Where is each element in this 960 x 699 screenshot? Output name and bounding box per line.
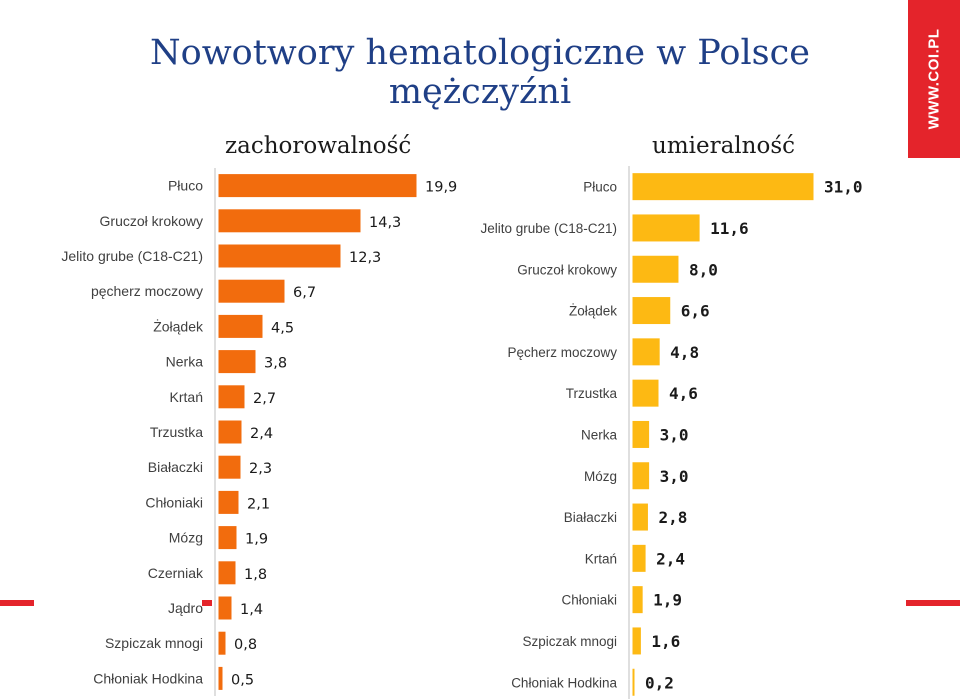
incidence-value-label: 14,3 [369, 215, 401, 231]
incidence-bar [217, 665, 224, 691]
incidence-bar [217, 560, 237, 586]
incidence-bar [217, 349, 257, 375]
mortality-bar [631, 213, 701, 243]
incidence-bar [217, 525, 238, 551]
mortality-value-label: 31,0 [824, 178, 863, 197]
mortality-value-label: 1,6 [651, 632, 680, 651]
incidence-bar [217, 208, 362, 234]
mortality-category-label: Mózg [584, 469, 617, 484]
incidence-value-label: 1,8 [244, 567, 267, 583]
incidence-bar [217, 419, 243, 445]
mortality-value-label: 3,0 [660, 467, 689, 486]
incidence-bar [217, 278, 286, 304]
mortality-bar [631, 419, 651, 449]
incidence-category-label: Krtań [170, 389, 203, 405]
mortality-value-label: 0,2 [645, 673, 674, 692]
incidence-category-label: Białaczki [148, 459, 203, 475]
mortality-value-label: 3,0 [660, 425, 689, 444]
incidence-bar [217, 243, 342, 269]
decorative-stripe-left [0, 600, 34, 606]
incidence-bar [217, 173, 418, 199]
mortality-value-label: 8,0 [689, 260, 718, 279]
mortality-bar [631, 502, 649, 532]
incidence-category-label: Trzustka [150, 424, 203, 440]
incidence-category-label: Chłoniak Hodkina [93, 670, 203, 686]
mortality-value-label: 2,4 [656, 549, 685, 568]
mortality-category-label: Krtań [585, 551, 617, 566]
mortality-bar [631, 296, 672, 326]
mortality-chart: Płuco 31,0 Jelito grube (C18-C21) 11,6 Grucz… [480, 166, 863, 699]
incidence-value-label: 19,9 [425, 180, 457, 196]
mortality-bar [631, 378, 660, 408]
incidence-category-label: Mózg [169, 530, 203, 546]
incidence-value-label: 12,3 [349, 250, 381, 266]
chart-title-line1: Nowotwory hematologiczne w Polsce [150, 33, 810, 73]
mortality-value-label: 1,9 [653, 591, 682, 610]
incidence-chart: Płuco 19,9 Gruczoł krokowy 14,3 Jelito grube… [61, 168, 457, 696]
incidence-bar [217, 384, 246, 410]
incidence-value-label: 0,8 [234, 637, 257, 653]
incidence-category-label: pęcherz moczowy [91, 283, 203, 299]
incidence-value-label: 3,8 [264, 356, 287, 372]
incidence-bar [217, 595, 233, 621]
mortality-value-label: 4,6 [669, 384, 698, 403]
incidence-category-label: Jądro [168, 600, 203, 616]
mortality-category-label: Trzustka [566, 386, 618, 401]
chart-title-line2: mężczyźni [388, 72, 572, 112]
incidence-category-label: Nerka [166, 354, 204, 370]
mortality-bar [631, 461, 651, 491]
incidence-category-label: Chłoniaki [145, 494, 203, 510]
incidence-value-label: 0,5 [231, 672, 254, 688]
mortality-category-label: Nerka [581, 427, 618, 442]
watermark-ribbon[interactable]: WWW.COI.PL [908, 0, 960, 158]
decorative-stripe-right [906, 600, 960, 606]
incidence-category-label: Żołądek [153, 317, 204, 334]
mortality-bar [631, 337, 661, 367]
mortality-value-label: 4,8 [670, 343, 699, 362]
incidence-category-label: Jelito grube (C18-C21) [61, 248, 203, 264]
incidence-bar [217, 489, 240, 515]
mortality-category-label: Białaczki [564, 510, 617, 525]
mortality-category-label: Pęcherz moczowy [507, 345, 617, 360]
incidence-value-label: 1,9 [245, 532, 268, 548]
mortality-bar [631, 254, 680, 284]
incidence-value-label: 6,7 [293, 285, 316, 301]
incidence-bar [217, 454, 242, 480]
mortality-bar [631, 543, 647, 573]
mortality-category-label: Jelito grube (C18-C21) [480, 221, 617, 236]
incidence-value-label: 2,7 [253, 391, 276, 407]
mortality-value-label: 2,8 [658, 508, 687, 527]
incidence-category-label: Płuco [168, 178, 203, 194]
mortality-category-label: Chłoniaki [561, 593, 617, 608]
mortality-bar [631, 585, 644, 615]
incidence-value-label: 4,5 [271, 320, 294, 336]
incidence-category-label: Gruczoł krokowy [100, 213, 203, 229]
incidence-value-label: 2,1 [247, 496, 270, 512]
mortality-value-label: 6,6 [681, 302, 710, 321]
mortality-bar [631, 172, 815, 202]
mortality-category-label: Chłoniak Hodkina [511, 675, 617, 690]
incidence-bar [217, 313, 264, 339]
mortality-category-label: Gruczoł krokowy [517, 262, 617, 277]
mortality-category-label: Żołądek [569, 304, 617, 319]
mortality-category-label: Płuco [583, 180, 617, 195]
incidence-category-label: Czerniak [148, 565, 204, 581]
incidence-value-label: 2,4 [250, 426, 273, 442]
mortality-category-label: Szpiczak mnogi [522, 634, 617, 649]
incidence-bar [217, 630, 227, 656]
incidence-value-label: 1,4 [240, 602, 263, 618]
mortality-bar [631, 626, 642, 656]
mortality-value-label: 11,6 [710, 219, 749, 238]
incidence-category-label: Szpiczak mnogi [105, 635, 203, 651]
decorative-stripe-mid [202, 600, 212, 606]
mortality-bar [631, 667, 636, 697]
incidence-section-title: zachorowalność [225, 133, 412, 159]
mortality-section-title: umieralność [652, 133, 795, 159]
incidence-value-label: 2,3 [249, 461, 272, 477]
